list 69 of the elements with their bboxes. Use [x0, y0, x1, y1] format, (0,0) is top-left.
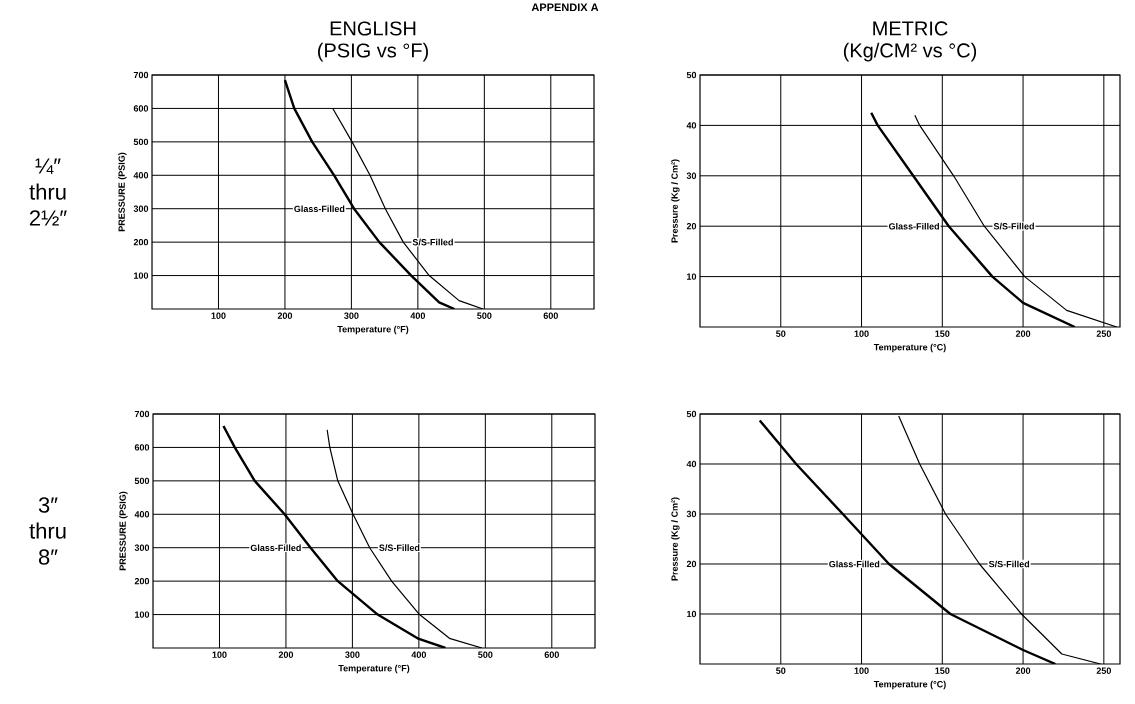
chart-subtitle: (PSIG vs °F) [318, 42, 428, 62]
x-axis-title: Temperature (°C) [873, 680, 946, 690]
y-tick-label: 50 [686, 410, 697, 418]
y-tick-label: 30 [686, 510, 697, 518]
text: ¼″ thru 2½″ [29, 158, 67, 226]
x-tick-label: 50 [776, 330, 786, 337]
x-axis-title: Temperature (°C) [873, 343, 946, 353]
series-label: Glass-Filled [250, 544, 301, 552]
y-tick-label: 600 [134, 444, 150, 451]
x-tick-label: 100 [854, 667, 869, 674]
text: 3″ thru 8″ [29, 497, 66, 565]
x-tick-label: 100 [854, 330, 869, 337]
y-tick-label: 10 [687, 273, 697, 280]
y-axis-title: PRESSURE (PSIG) [118, 152, 127, 232]
y-tick-label: 100 [135, 611, 150, 618]
y-tick-label: 300 [134, 544, 150, 551]
x-tick-label: 200 [1015, 667, 1031, 674]
y-axis-title: Pressure (Kg / Cm²) [671, 497, 680, 581]
y-tick-label: 100 [134, 272, 149, 279]
x-tick-label: 250 [1096, 667, 1111, 674]
x-tick-label: 200 [277, 312, 293, 319]
y-tick-label: 500 [134, 477, 150, 485]
y-tick-label: 40 [686, 122, 697, 129]
y-tick-label: 200 [133, 238, 149, 246]
x-tick-label: 200 [278, 651, 294, 658]
x-tick-label: 200 [1015, 330, 1031, 337]
x-axis-title: Temperature (°F) [337, 325, 409, 335]
x-tick-label: 600 [543, 312, 558, 319]
series-label: S/S-Filled [988, 560, 1030, 568]
y-axis-title: Pressure (Kg / Cm²) [671, 159, 680, 243]
y-tick-label: 10 [687, 610, 697, 618]
y-tick-label: 600 [133, 105, 149, 112]
x-tick-label: 500 [478, 651, 493, 658]
y-tick-label: 40 [686, 460, 697, 468]
series-label: Glass-Filled [829, 560, 880, 568]
series-label: Glass-Filled [294, 205, 345, 213]
series-label: S/S-Filled [379, 544, 420, 552]
y-tick-label: 700 [134, 410, 150, 418]
x-tick-label: 500 [477, 312, 492, 319]
x-tick-label: 150 [935, 330, 950, 337]
y-axis-title: PRESSURE (PSIG) [119, 491, 128, 571]
x-tick-label: 600 [544, 651, 559, 658]
chart-title: ENGLISH [330, 21, 416, 36]
y-tick-label: 50 [686, 71, 697, 79]
x-tick-label: 150 [935, 667, 950, 674]
y-tick-label: 20 [686, 560, 697, 568]
series-label: Glass-Filled [888, 222, 939, 230]
x-tick-label: 100 [211, 312, 226, 319]
y-tick-label: 700 [133, 71, 149, 79]
y-tick-label: 400 [134, 511, 150, 518]
y-tick-label: 500 [133, 138, 149, 146]
text: APPENDIX A [531, 3, 599, 12]
y-tick-label: 30 [686, 172, 697, 179]
chart-subtitle: (Kg/CM² vs °C) [843, 42, 977, 62]
x-tick-label: 300 [345, 651, 360, 658]
x-tick-label: 100 [212, 651, 227, 658]
x-tick-label: 250 [1096, 330, 1111, 337]
x-tick-label: 400 [410, 312, 426, 319]
series-label: S/S-Filled [412, 238, 453, 246]
x-tick-label: 400 [411, 651, 427, 658]
y-tick-label: 200 [134, 577, 150, 585]
x-axis-title: Temperature (°F) [338, 664, 410, 674]
x-tick-label: 300 [344, 312, 359, 319]
y-tick-label: 20 [686, 223, 697, 230]
x-tick-label: 50 [776, 667, 786, 674]
y-tick-label: 300 [133, 205, 149, 212]
chart-title: METRIC [873, 21, 948, 36]
y-tick-label: 400 [133, 172, 149, 179]
series-label: S/S-Filled [993, 222, 1034, 230]
